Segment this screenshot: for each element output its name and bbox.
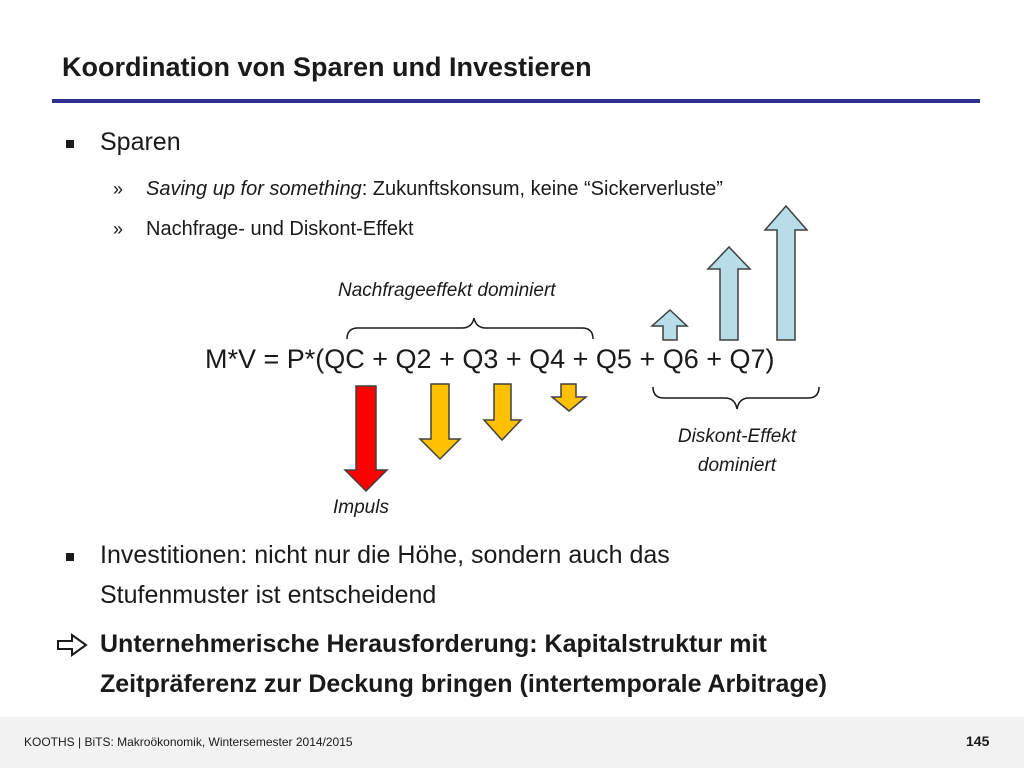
- bullet-sparen: Sparen: [100, 128, 181, 156]
- decline-arrow-q4: [549, 383, 589, 412]
- brace-bottom: [652, 386, 820, 410]
- annotation-discount-effect-2: dominiert: [697, 455, 777, 476]
- rise-arrow-q6: [706, 245, 752, 341]
- annotation-demand-effect: Nachfrageeffekt dominiert: [338, 280, 556, 301]
- footer-bar: [0, 717, 1024, 768]
- title-divider: [52, 99, 980, 103]
- saving-up-rest: : Zukunftskonsum, keine “Sickerverluste”: [361, 178, 723, 200]
- bullet-square-icon: [66, 140, 74, 148]
- sub-bullet-saving: Saving up for something: Zukunftskonsum,…: [146, 178, 723, 201]
- page-number: 145: [966, 733, 990, 749]
- impulse-arrow: [343, 385, 389, 493]
- sub-bullet-marker-icon: »: [113, 179, 124, 199]
- hollow-arrow-icon: [57, 633, 88, 657]
- footer-text: KOOTHS | BiTS: Makroökonomik, Winterseme…: [24, 735, 353, 749]
- annotation-impulse: Impuls: [333, 497, 389, 518]
- page-title: Koordination von Sparen und Investieren: [62, 52, 592, 82]
- sub-bullet-marker-icon: »: [113, 219, 124, 239]
- saving-up-phrase: Saving up for something: [146, 178, 362, 200]
- sub-bullet-effects: Nachfrage- und Diskont-Effekt: [146, 218, 414, 240]
- conclusion-line2: Zeitpräferenz zur Deckung bringen (inter…: [100, 670, 827, 698]
- bullet-square-icon: [66, 553, 74, 561]
- bullet-investitionen-line2: Stufenmuster ist entscheidend: [100, 581, 437, 609]
- rise-arrow-q7: [763, 204, 809, 341]
- bullet-investitionen-line1: Investitionen: nicht nur die Höhe, sonde…: [100, 541, 670, 569]
- brace-top: [346, 317, 594, 340]
- equation: M*V = P*(QC + Q2 + Q3 + Q4 + Q5 + Q6 + Q…: [205, 344, 775, 374]
- annotation-discount-effect-1: Diskont-Effekt: [677, 426, 797, 447]
- decline-arrow-q3: [482, 383, 523, 442]
- rise-arrow-q5: [650, 308, 689, 341]
- conclusion-line1: Unternehmerische Herausforderung: Kapita…: [100, 630, 767, 658]
- decline-arrow-q2: [418, 383, 462, 461]
